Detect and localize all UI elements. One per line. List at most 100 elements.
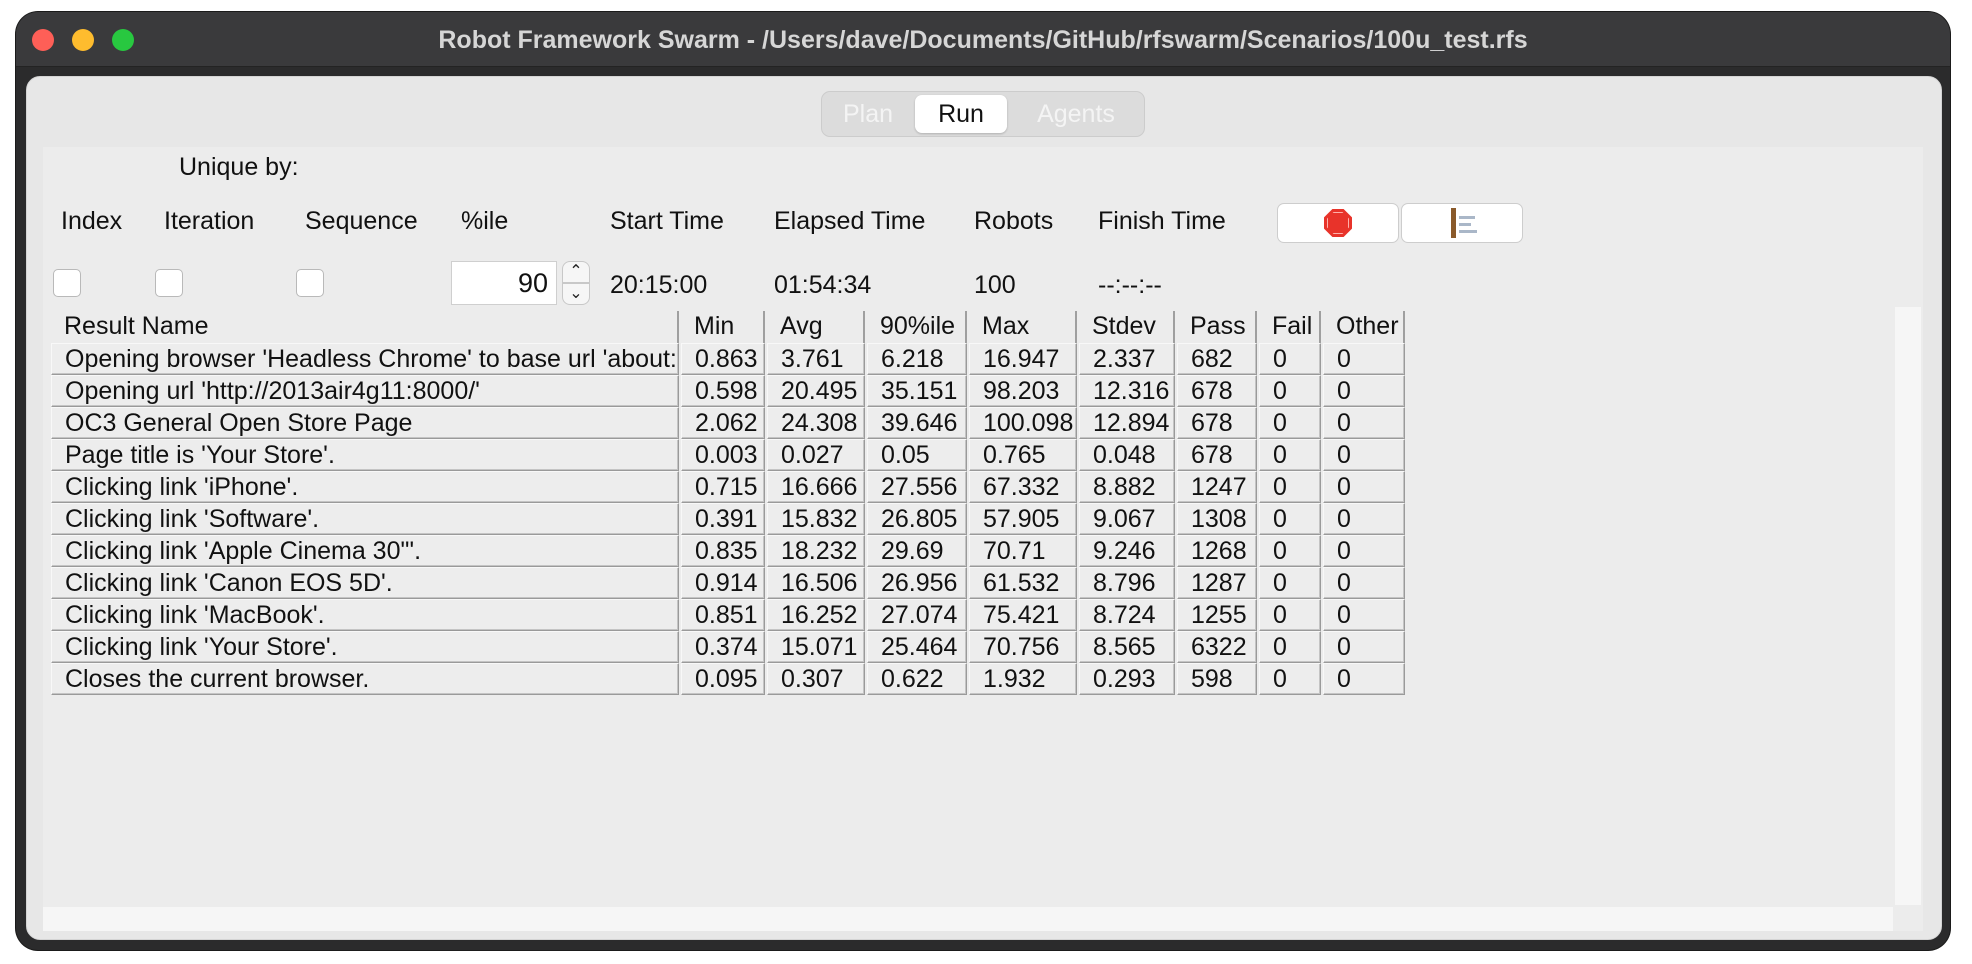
unique-by-label: Unique by: [179,153,299,181]
column-header-avg[interactable]: Avg [767,311,865,343]
tab-bar: Plan Run Agents [821,91,1145,137]
cell-percentile-90: 27.074 [867,599,967,631]
cell-avg: 15.071 [767,631,865,663]
cell-stdev: 9.067 [1079,503,1175,535]
tab-agents[interactable]: Agents [1037,100,1115,128]
cell-min: 0.914 [681,567,765,599]
cell-max: 70.71 [969,535,1077,567]
column-header-max[interactable]: Max [969,311,1077,343]
minimize-window-button[interactable] [72,29,94,51]
cell-max: 16.947 [969,343,1077,375]
cell-result-name: OC3 General Open Store Page [51,407,679,439]
cell-stdev: 12.316 [1079,375,1175,407]
percentile-stepper[interactable]: ⌃ ⌄ [561,261,590,305]
cell-percentile-90: 25.464 [867,631,967,663]
elapsed-time-label: Elapsed Time [774,207,926,235]
stop-sign-icon [1324,209,1352,237]
chevron-down-icon[interactable]: ⌄ [562,283,590,305]
cell-pass: 682 [1177,343,1257,375]
cell-avg: 0.307 [767,663,865,695]
cell-percentile-90: 6.218 [867,343,967,375]
cell-avg: 16.252 [767,599,865,631]
cell-min: 0.863 [681,343,765,375]
cell-fail: 0 [1259,503,1321,535]
cell-other: 0 [1323,471,1405,503]
cell-fail: 0 [1259,439,1321,471]
title-bar[interactable]: Robot Framework Swarm - /Users/dave/Docu… [16,12,1950,67]
cell-fail: 0 [1259,567,1321,599]
chevron-up-icon[interactable]: ⌃ [562,261,590,283]
cell-min: 0.598 [681,375,765,407]
cell-result-name: Clicking link 'iPhone'. [51,471,679,503]
report-button[interactable] [1401,203,1523,243]
index-checkbox[interactable] [53,269,81,297]
cell-max: 57.905 [969,503,1077,535]
column-header-other[interactable]: Other [1323,311,1405,343]
cell-result-name: Clicking link 'MacBook'. [51,599,679,631]
cell-fail: 0 [1259,535,1321,567]
zoom-window-button[interactable] [112,29,134,51]
cell-pass: 1247 [1177,471,1257,503]
percentile-label: %ile [461,207,509,235]
cell-other: 0 [1323,535,1405,567]
cell-fail: 0 [1259,343,1321,375]
iteration-checkbox[interactable] [155,269,183,297]
cell-other: 0 [1323,599,1405,631]
tab-run[interactable]: Run [915,95,1007,133]
cell-pass: 598 [1177,663,1257,695]
cell-stdev: 12.894 [1079,407,1175,439]
cell-stdev: 9.246 [1079,535,1175,567]
cell-max: 100.098 [969,407,1077,439]
column-header-result-name[interactable]: Result Name [51,311,679,343]
cell-stdev: 8.724 [1079,599,1175,631]
column-header-percentile-90[interactable]: 90%ile [867,311,967,343]
cell-max: 61.532 [969,567,1077,599]
cell-pass: 1268 [1177,535,1257,567]
elapsed-time-value: 01:54:34 [774,271,872,299]
cell-percentile-90: 29.69 [867,535,967,567]
cell-fail: 0 [1259,599,1321,631]
results-table: Result Name Min Avg 90%ile Max Stdev Pass Fail O… [51,311,1921,905]
cell-max: 98.203 [969,375,1077,407]
cell-other: 0 [1323,407,1405,439]
run-panel: Unique by: Index Iteration Sequence %ile… [43,147,1923,931]
percentile-input[interactable]: 90 [451,261,557,305]
column-header-fail[interactable]: Fail [1259,311,1321,343]
cell-percentile-90: 26.805 [867,503,967,535]
cell-other: 0 [1323,439,1405,471]
cell-result-name: Clicking link 'Apple Cinema 30"'. [51,535,679,567]
close-window-button[interactable] [32,29,54,51]
cell-fail: 0 [1259,407,1321,439]
cell-min: 0.835 [681,535,765,567]
start-time-label: Start Time [610,207,724,235]
cell-avg: 18.232 [767,535,865,567]
cell-avg: 20.495 [767,375,865,407]
cell-avg: 24.308 [767,407,865,439]
cell-pass: 1287 [1177,567,1257,599]
cell-min: 0.851 [681,599,765,631]
cell-stdev: 0.048 [1079,439,1175,471]
cell-other: 0 [1323,343,1405,375]
cell-percentile-90: 0.622 [867,663,967,695]
cell-stdev: 8.796 [1079,567,1175,599]
horizontal-scrollbar[interactable] [43,907,1893,931]
cell-stdev: 2.337 [1079,343,1175,375]
sequence-checkbox[interactable] [296,269,324,297]
index-label: Index [61,207,123,235]
cell-stdev: 8.565 [1079,631,1175,663]
cell-pass: 6322 [1177,631,1257,663]
cell-result-name: Clicking link 'Canon EOS 5D'. [51,567,679,599]
cell-min: 2.062 [681,407,765,439]
column-header-stdev[interactable]: Stdev [1079,311,1175,343]
cell-percentile-90: 26.956 [867,567,967,599]
tab-plan[interactable]: Plan [842,100,894,128]
vertical-scrollbar[interactable] [1895,307,1921,905]
cell-result-name: Clicking link 'Your Store'. [51,631,679,663]
column-header-min[interactable]: Min [681,311,765,343]
stop-button[interactable] [1277,203,1399,243]
cell-min: 0.715 [681,471,765,503]
cell-fail: 0 [1259,375,1321,407]
cell-min: 0.374 [681,631,765,663]
cell-max: 70.756 [969,631,1077,663]
column-header-pass[interactable]: Pass [1177,311,1257,343]
